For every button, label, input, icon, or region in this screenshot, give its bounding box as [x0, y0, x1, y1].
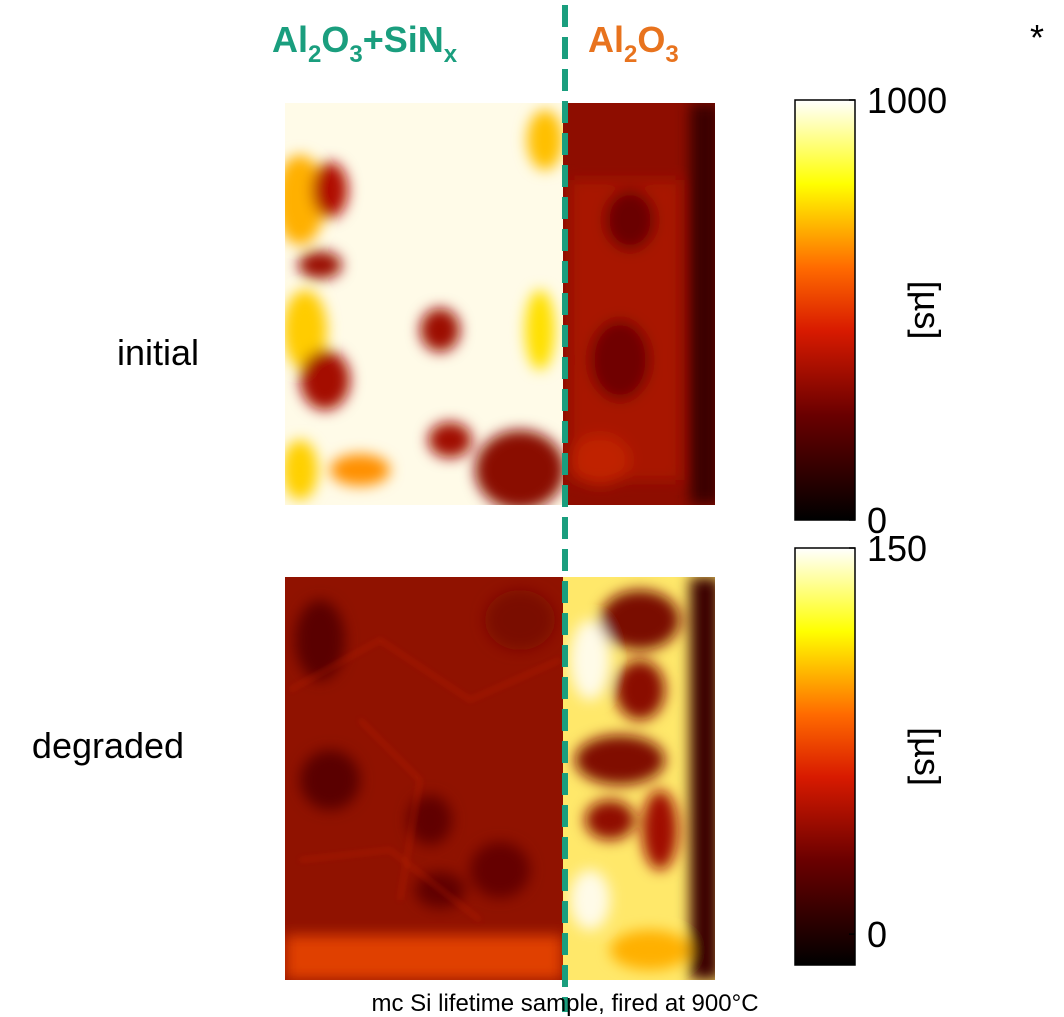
row-label: degraded: [32, 725, 184, 766]
colorbar: [794, 99, 856, 521]
colorbar-label: [µs]: [907, 727, 948, 786]
tick-label: 0: [867, 914, 887, 955]
map-degraded-single: [563, 577, 715, 980]
caption: mc Si lifetime sample, fired at 900°C: [371, 990, 758, 1017]
row-label: initial: [117, 332, 199, 373]
left-header: Al2O3+SiNx: [272, 19, 458, 68]
colorbar: [794, 547, 856, 966]
map-initial-single: [563, 103, 715, 505]
tick-label: 0: [867, 500, 887, 541]
map-initial-stack: [285, 103, 563, 505]
tick-label: 150: [867, 528, 927, 569]
colorbar-label: [µs]: [907, 281, 948, 340]
tick-label: 1000: [867, 80, 947, 121]
right-header: Al2O3: [588, 19, 679, 68]
note: *: [1030, 17, 1044, 58]
map-degraded-stack: [285, 577, 563, 980]
